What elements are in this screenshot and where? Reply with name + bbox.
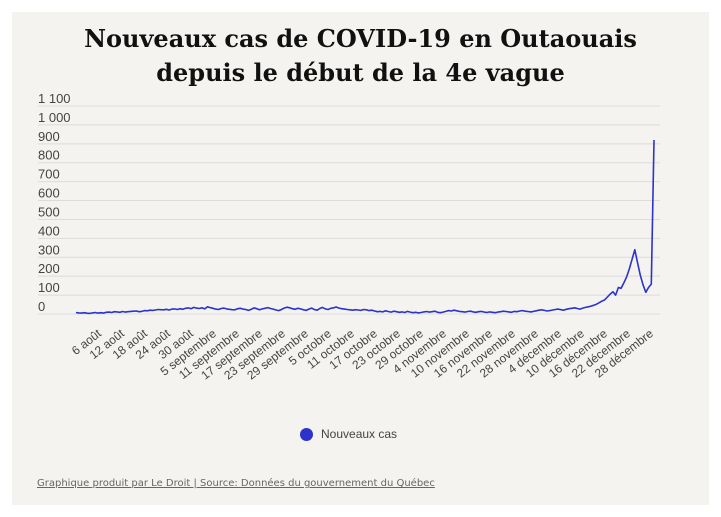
chart-title-line-2: depuis le début de la 4e vague	[156, 58, 565, 87]
chart-card: 0 100 200 300 400 500 600 700 800 900 1 000 1 100 6 …	[12, 12, 709, 505]
chart-title: Nouveaux cas de COVID-19 en Outaouais de…	[12, 22, 709, 90]
legend-label: Nouveaux cas	[321, 427, 398, 441]
y-tick-label: 300	[38, 242, 60, 257]
y-tick-label: 1 100	[38, 91, 71, 106]
y-tick-label: 400	[38, 223, 60, 238]
chart-title-line-1: Nouveaux cas de COVID-19 en Outaouais	[84, 24, 637, 53]
y-tick-label: 100	[38, 280, 60, 295]
y-tick-label: 900	[38, 129, 60, 144]
y-tick-label: 800	[38, 148, 60, 163]
y-tick-label: 0	[38, 299, 45, 314]
series-line-nouveaux-cas	[75, 139, 655, 315]
y-tick-label: 200	[38, 261, 60, 276]
y-tick-label: 1 000	[38, 110, 71, 125]
y-tick-label: 500	[38, 204, 60, 219]
y-tick-label: 600	[38, 186, 60, 201]
source-link[interactable]: Graphique produit par Le Droit | Source:…	[37, 478, 435, 489]
chart-legend[interactable]: Nouveaux cas	[300, 425, 397, 443]
legend-marker	[300, 427, 313, 441]
y-tick-label: 700	[38, 167, 60, 182]
